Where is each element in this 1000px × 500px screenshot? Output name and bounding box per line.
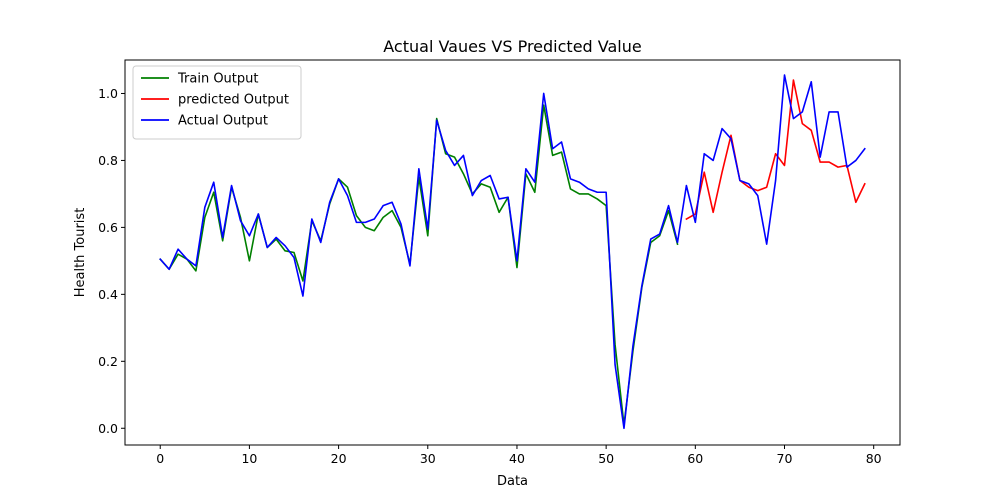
x-axis-title: Data <box>497 474 528 489</box>
legend-label: predicted Output <box>178 93 289 108</box>
y-tick-label: 0.6 <box>98 220 118 235</box>
x-tick-label: 0 <box>156 451 164 466</box>
plot-frame <box>124 59 901 446</box>
x-tick-label: 70 <box>777 451 793 466</box>
x-tick-label: 10 <box>241 451 257 466</box>
x-tick-label: 20 <box>331 451 347 466</box>
legend-label: Actual Output <box>178 114 268 129</box>
series-line-actual-output <box>159 74 866 430</box>
y-tick-label: 0.8 <box>98 153 118 168</box>
x-tick-label: 30 <box>420 451 436 466</box>
y-tick-label: 0.2 <box>98 354 118 369</box>
x-tick-label: 40 <box>509 451 525 466</box>
series-line-train-output <box>159 104 679 426</box>
x-axis: 0 10 20 30 40 50 60 70 80 <box>156 445 882 466</box>
chart-title: Actual Vaues VS Predicted Value <box>383 37 641 56</box>
y-tick-label: 0.0 <box>98 421 118 436</box>
y-tick-label: 1.0 <box>98 86 118 101</box>
legend-box <box>132 65 302 140</box>
series-line-predicted-output <box>685 79 866 221</box>
y-tick-label: 0.4 <box>98 287 118 302</box>
x-tick-label: 50 <box>598 451 614 466</box>
y-axis: 0.0 0.2 0.4 0.6 0.8 1.0 <box>98 86 125 436</box>
x-tick-label: 80 <box>866 451 882 466</box>
plot-area <box>124 59 901 446</box>
legend: Train Output predicted Output Actual Outpu… <box>132 65 302 140</box>
x-tick-label: 60 <box>687 451 703 466</box>
y-axis-title: Health Tourist <box>73 208 88 298</box>
legend-label: Train Output <box>177 72 258 87</box>
